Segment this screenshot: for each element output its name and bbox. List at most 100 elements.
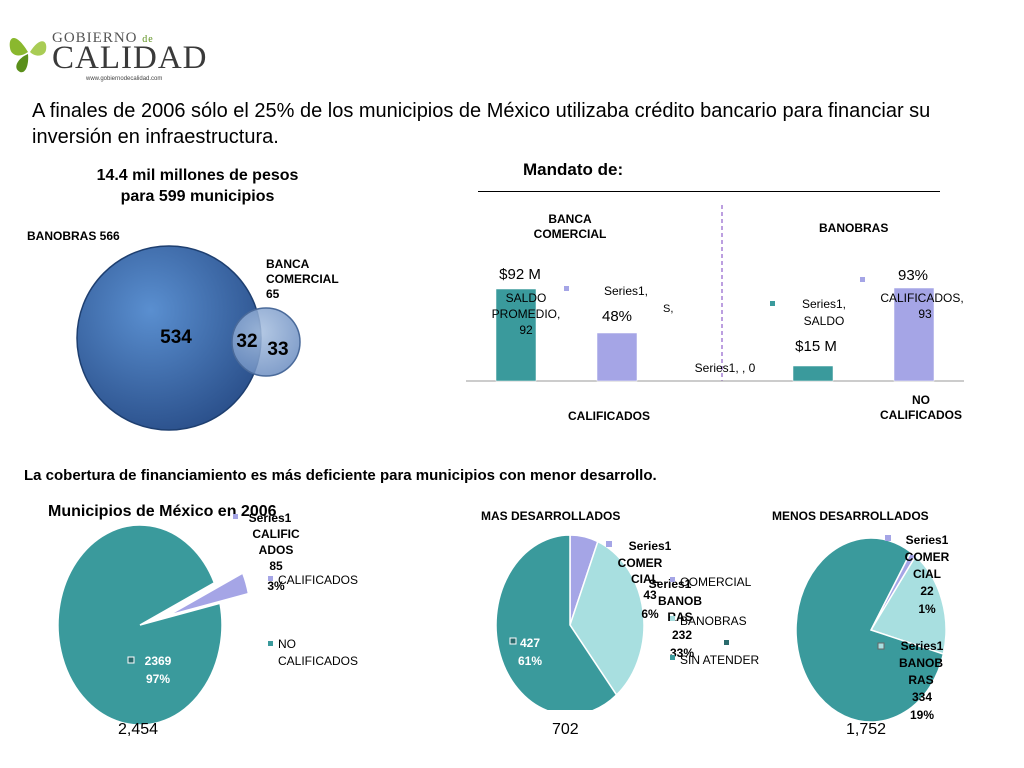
bar5-label-l2: 93	[918, 307, 932, 321]
pie-mas-com-l5: 6%	[641, 607, 659, 621]
pie-mas-legend3-marker	[670, 655, 675, 660]
bar5-label-l1: CALIFICADOS,	[880, 291, 963, 305]
pie-mas-slice-3	[495, 534, 618, 710]
bar5-top-label: 93%	[898, 267, 928, 284]
venn-small-label: BANCA COMERCIAL 65	[266, 257, 339, 301]
mandato-title: Mandato de:	[523, 160, 624, 179]
pie-mexico-legend2-l1: NO	[278, 637, 296, 651]
pie-mexico-chart: CALIFICADOS NO CALIFICADOS Series1 CALIF…	[57, 511, 358, 726]
pie-mexico-legend1-marker	[268, 576, 273, 581]
bar1-label-l3: 92	[519, 323, 533, 337]
pie-mexico-big-l2: 97%	[146, 672, 170, 686]
pie-mas-legend3: SIN ATENDER	[680, 653, 759, 667]
mandato-bar-1	[495, 288, 537, 382]
pie-mas-com-l3: CIAL	[631, 572, 659, 586]
bar5-legend-marker	[860, 277, 865, 282]
pie-menos-ban-l4: 334	[912, 690, 932, 704]
venn-diagram: 534 32 33	[76, 245, 301, 431]
pie-mexico-lbl-marker	[233, 514, 238, 519]
logo-line1: GOBIERNO de	[52, 30, 154, 46]
pie-mas-chart: Series1 COMER CIAL 43 6% Series1 BANOB R…	[495, 534, 759, 710]
pie-mexico-total: 2,454	[118, 721, 159, 738]
pie-mas-sin-l1: 427	[520, 636, 540, 650]
pie-menos-com-marker	[885, 535, 891, 541]
bar1-label-l1: SALDO	[506, 291, 547, 305]
logo-line2: CALIDAD	[52, 40, 208, 76]
bar2-legend-marker	[564, 286, 569, 291]
pie-menos-com-l5: 1%	[918, 602, 936, 616]
pie-mexico-lbl-l1: Series1	[249, 511, 292, 525]
pie-menos-com-l3: CIAL	[913, 567, 941, 581]
mandato-title-rule	[478, 191, 940, 192]
mandato-footer-left: CALIFICADOS	[568, 409, 650, 423]
pie-mexico-lbl-l3: ADOS	[259, 543, 294, 557]
pie-mexico-slice-2	[57, 524, 223, 726]
pie-mas-sin-marker	[509, 637, 517, 645]
bar4-legend-marker	[770, 301, 775, 306]
pie-menos-com-l1: Series1	[906, 533, 949, 547]
pie-mas-legend2: BANOBRAS	[680, 614, 747, 628]
pie-menos-ban-marker	[877, 642, 885, 650]
bar2-label-l1: Series1,	[604, 284, 648, 298]
logo-url: www.gobiernodecalidad.com	[86, 76, 163, 82]
pie-menos-total: 1,752	[846, 721, 887, 738]
pie-mexico-big-marker	[127, 656, 135, 664]
pie-menos-slice-2	[869, 554, 947, 656]
pie-mas-sin-l2: 61%	[518, 654, 542, 668]
venn-num-small: 33	[267, 339, 288, 360]
pie-menos-ban-l3: RAS	[908, 673, 933, 687]
pie-menos-ban-l1: Series1	[901, 639, 944, 653]
pie-mas-com-l2: COMER	[618, 556, 663, 570]
pie-mas-legend1: COMERCIAL	[680, 575, 752, 589]
venn-circle-banca	[231, 307, 301, 377]
pie-mas-com-marker	[606, 541, 612, 547]
bar1-top-label: $92 M	[499, 266, 541, 283]
pie-mas-ban-l4: 232	[672, 628, 692, 642]
pie-mexico-big-l1: 2369	[145, 654, 172, 668]
pie-mas-legend2-marker	[670, 616, 675, 621]
pie-mas-extra-marker	[724, 640, 729, 645]
mandato-header-right: BANOBRAS	[819, 221, 889, 235]
venn-title: 14.4 mil millones de pesos para 599 muni…	[96, 167, 299, 205]
pie-menos-chart: Series1 COMER CIAL 22 1% Series1 BANOB R…	[795, 533, 950, 723]
s-label: S,	[663, 303, 673, 315]
pie-mas-ban-l1: Series1	[649, 577, 692, 591]
pie-mas-title: MAS DESARROLLADOS	[481, 509, 621, 523]
pie-menos-slice-3	[795, 537, 945, 723]
pie-mexico-title: Municipios de México en 2006	[48, 503, 277, 520]
mandato-bar-chart: $92 M SALDO PROMEDIO, 92 Series1, 48% S,…	[466, 205, 964, 382]
pie-menos-ban-l2: BANOB	[899, 656, 943, 670]
butterfly-logo-icon	[9, 38, 47, 73]
pie-mas-com-l4: 43	[643, 588, 657, 602]
pie-mexico-lbl-l2: CALIFIC	[252, 527, 300, 541]
pie-mexico-slice-1	[168, 572, 250, 617]
mandato-bar-5	[893, 287, 935, 382]
mandato-footer-right: NO CALIFICADOS	[880, 393, 962, 422]
venn-num-overlap: 32	[236, 331, 257, 352]
pie-mas-ban-l5: 33%	[670, 646, 694, 660]
pie-mexico-legend1: CALIFICADOS	[278, 573, 358, 587]
bar4-label-l3: $15 M	[795, 338, 837, 355]
pie-menos-com-l4: 22	[920, 584, 934, 598]
pie-mas-slice-2	[569, 540, 645, 697]
pie-mas-ban-l2: BANOB	[658, 594, 702, 608]
intro-text: A finales de 2006 sólo el 25% de los mun…	[32, 100, 931, 148]
bar1-label-l2: PROMEDIO,	[492, 307, 561, 321]
pie-mexico-legend2-marker	[268, 641, 273, 646]
venn-num-big: 534	[160, 327, 192, 348]
pie-menos-ban-l5: 19%	[910, 708, 934, 722]
bar4-label-l1: Series1,	[802, 297, 846, 311]
pie-mas-com-l1: Series1	[629, 539, 672, 553]
venn-big-label: BANOBRAS 566	[27, 229, 120, 243]
pie-mas-legend1-marker	[670, 577, 675, 582]
pie-menos-title: MENOS DESARROLLADOS	[772, 509, 929, 523]
mandato-bar-2	[596, 332, 638, 382]
logo: GOBIERNO de CALIDAD www.gobiernodecalida…	[6, 26, 206, 86]
pie-mas-total: 702	[552, 721, 579, 738]
bar2-label-l2: 48%	[602, 308, 632, 325]
mandato-header-left: BANCA COMERCIAL	[533, 212, 607, 241]
coverage-text: La cobertura de financiamiento es más de…	[24, 467, 657, 484]
pie-mexico-lbl-l4: 85	[269, 559, 283, 573]
pie-mexico-legend2-l2: CALIFICADOS	[278, 654, 358, 668]
zero-label: Series1, , 0	[695, 361, 756, 375]
